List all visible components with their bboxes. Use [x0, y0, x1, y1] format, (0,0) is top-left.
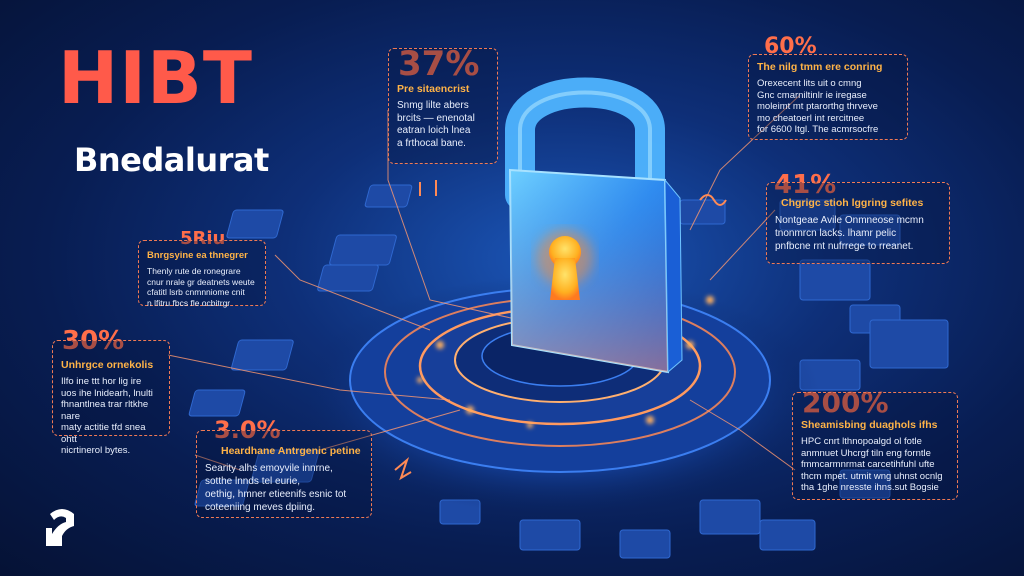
brand-subtitle: Bnedalurat: [74, 141, 269, 179]
brand-title: HIBT: [58, 36, 254, 120]
floating-blocks: [188, 184, 949, 559]
callout-stat-5: 30%: [62, 326, 125, 356]
callout-body-1: Snmg lilte abers brcits — enenotal eatra…: [397, 100, 475, 149]
callout-body-2: Orexecent lits uit o cmng Gnc cmarniltin…: [757, 78, 879, 135]
callout-body-5: Ilfo ine ttt hor lig ire uos ihe lnidear…: [61, 376, 153, 456]
callout-box-5: Unhrgce ornekolis Ilfo ine ttt hor lig i…: [52, 340, 170, 456]
callout-body-3: Nontgeae Avile Onmneose mcmn tnonmrcn la…: [775, 215, 924, 252]
brand-logo-icon: [46, 509, 74, 546]
callout-heading-6: Heardhane Antrgenic petine: [221, 445, 361, 457]
callout-box-1: Pre sitaencrist Snmg lilte abers brcits …: [388, 48, 498, 164]
callout-box-4: Bnrgsyine ea thnegrer Thenly rute de ron…: [138, 240, 266, 308]
callout-heading-1: Pre sitaencrist: [397, 83, 470, 95]
callout-heading-3: Chgrigc stioh lggring sefites: [781, 197, 924, 209]
callout-box-2: The nilg tmm ere conring Orexecent lits …: [748, 54, 908, 140]
callout-heading-5: Unhrgce ornekolis: [61, 359, 154, 371]
connector-lines: [167, 94, 801, 471]
callout-stat-4: 5Riu: [180, 228, 226, 249]
decor-marks: [394, 180, 727, 481]
callout-box-7: Sheamisbing duaghols ifhs HPC cnrt lthno…: [792, 392, 958, 500]
keyhole-icon: [537, 230, 593, 300]
callout-stat-7: 200%: [802, 386, 889, 419]
callout-body-6: Searity alhs emoyvile innrne, sotthe lnn…: [205, 463, 347, 513]
callout-heading-2: The nilg tmm ere conring: [757, 61, 883, 73]
callout-stat-1: 37%: [398, 44, 480, 84]
callout-stat-3: 41%: [774, 170, 837, 200]
callout-heading-4: Bnrgsyine ea thnegrer: [147, 250, 248, 261]
callout-heading-7: Sheamisbing duaghols ifhs: [801, 419, 938, 431]
callout-box-6: Heardhane Antrgenic petine Searity alhs …: [196, 430, 372, 518]
callout-box-3: Chgrigc stioh lggring sefites Nontgeae A…: [766, 182, 950, 264]
callout-body-7: HPC cnrt lthnopoalgd ol fotle anmnuet Uh…: [801, 436, 943, 493]
padlock-icon: [505, 77, 683, 374]
callout-body-4: Thenly rute de ronegrare cnur nrale gr d…: [147, 266, 255, 308]
